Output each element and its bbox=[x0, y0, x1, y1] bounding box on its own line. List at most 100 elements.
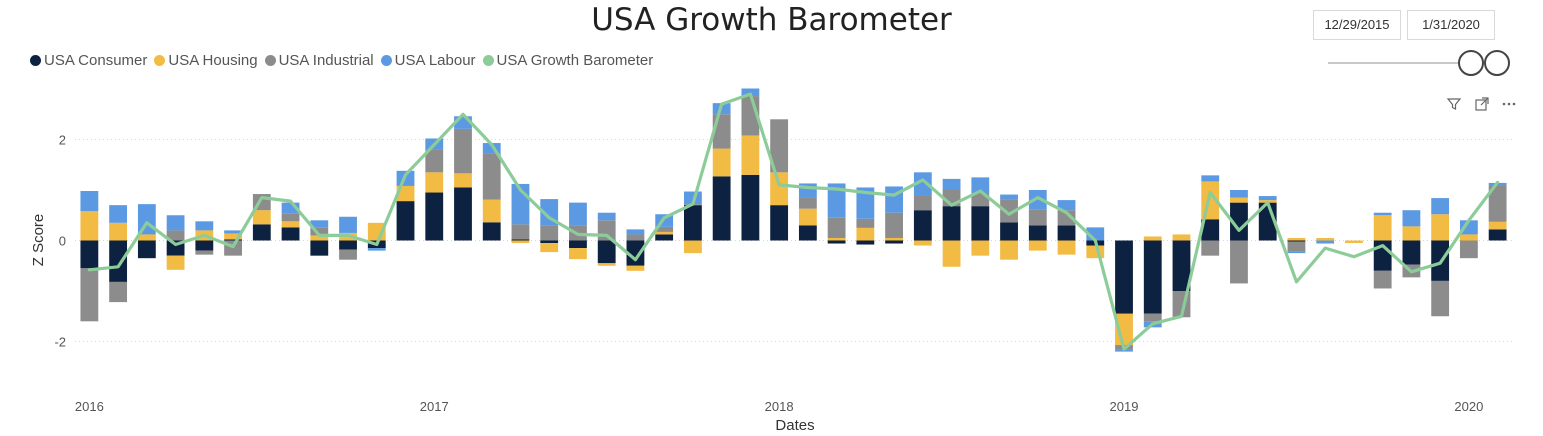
bar-segment bbox=[827, 183, 846, 218]
bar-segment bbox=[281, 227, 300, 241]
bar-segment bbox=[684, 191, 702, 205]
bar-segment bbox=[166, 230, 185, 241]
bar-segment bbox=[712, 176, 731, 241]
bar-segment bbox=[1287, 241, 1306, 252]
bar-segment bbox=[1230, 240, 1248, 284]
bar-segment bbox=[1201, 219, 1220, 241]
legend-label: USA Labour bbox=[394, 52, 476, 69]
bar-segment bbox=[569, 248, 587, 260]
bar-segment bbox=[511, 239, 530, 241]
bar-segment bbox=[597, 212, 616, 221]
bar-segment bbox=[1488, 229, 1507, 241]
bar-segment bbox=[166, 255, 185, 270]
bar-segment bbox=[482, 222, 501, 241]
bar-segment bbox=[913, 240, 932, 246]
bar-segment bbox=[540, 240, 559, 244]
legend-item[interactable]: USA Labour bbox=[380, 52, 476, 69]
bar-segment bbox=[770, 172, 789, 206]
bar-segment bbox=[339, 240, 357, 250]
bar-segment bbox=[741, 88, 760, 97]
bar-segment bbox=[885, 212, 903, 238]
bar-segment bbox=[511, 240, 530, 244]
x-tick-label: 2018 bbox=[765, 399, 794, 414]
x-tick-label: 2017 bbox=[420, 399, 449, 414]
bar-segment bbox=[971, 193, 990, 207]
legend-marker bbox=[380, 55, 392, 66]
x-tick-label: 2019 bbox=[1110, 399, 1139, 414]
bar-segment bbox=[1028, 190, 1047, 210]
bar-segment bbox=[1431, 198, 1450, 215]
bar-segment bbox=[1431, 214, 1450, 241]
bar-segment bbox=[1057, 225, 1076, 241]
bar-segment bbox=[626, 229, 645, 235]
bar-segment bbox=[109, 205, 128, 223]
end-date-input[interactable]: 1/31/2020 bbox=[1407, 10, 1495, 40]
legend-label: USA Industrial bbox=[278, 52, 374, 69]
bar-segment bbox=[224, 233, 242, 240]
bar-segment bbox=[798, 208, 817, 226]
bar-segment bbox=[1172, 240, 1191, 291]
bar-segment bbox=[195, 250, 214, 255]
chart-title: USA Growth Barometer bbox=[591, 2, 952, 38]
bar-segment bbox=[1373, 215, 1392, 241]
bar-segment bbox=[425, 172, 444, 193]
bar-segment bbox=[1488, 185, 1507, 222]
bar-segment bbox=[195, 221, 214, 231]
focus-mode-icon[interactable] bbox=[1474, 96, 1490, 112]
bar-segment bbox=[856, 227, 875, 241]
legend-item[interactable]: USA Housing bbox=[154, 52, 258, 69]
bar-segment bbox=[454, 187, 472, 241]
bar-segment bbox=[1316, 237, 1335, 241]
bar-segment bbox=[655, 231, 674, 235]
bar-segment bbox=[1143, 240, 1162, 314]
bar-segment bbox=[885, 237, 903, 241]
bar-segment bbox=[1431, 280, 1450, 317]
bar-segment bbox=[885, 240, 903, 244]
legend-item[interactable]: USA Consumer bbox=[30, 52, 147, 69]
bar-segment bbox=[454, 173, 472, 188]
bar-segment bbox=[1287, 240, 1306, 242]
bar-segment bbox=[856, 218, 875, 228]
bar-segment bbox=[339, 216, 357, 233]
bar-segment bbox=[971, 206, 990, 241]
bar-segment bbox=[569, 240, 587, 249]
bar-segment bbox=[454, 128, 472, 174]
growth-barometer-line bbox=[87, 92, 1500, 351]
bar-segment bbox=[913, 195, 932, 211]
slider-end-handle[interactable] bbox=[1484, 50, 1510, 76]
bar-segment bbox=[310, 220, 329, 228]
bar-segment bbox=[540, 243, 559, 253]
slider-start-handle[interactable] bbox=[1458, 50, 1484, 76]
bar-segment bbox=[511, 224, 530, 240]
bar-segment bbox=[425, 192, 444, 241]
bar-segment bbox=[712, 148, 731, 177]
bar-segment bbox=[80, 268, 99, 322]
bar-segment bbox=[942, 240, 961, 267]
bar-segment bbox=[1143, 313, 1162, 322]
bar-segment bbox=[1057, 240, 1076, 255]
bar-segment bbox=[1000, 222, 1018, 241]
date-range-slider-track[interactable] bbox=[1328, 62, 1478, 64]
bar-segment bbox=[80, 191, 99, 212]
bar-segment bbox=[252, 224, 271, 241]
bar-segment bbox=[856, 240, 875, 245]
bar-segment bbox=[137, 240, 156, 259]
bar-segment bbox=[626, 265, 645, 271]
bar-segment bbox=[339, 249, 357, 260]
bar-segment bbox=[109, 240, 128, 282]
bar-segment bbox=[626, 234, 645, 241]
more-options-icon[interactable] bbox=[1501, 96, 1517, 112]
bar-segment bbox=[281, 213, 300, 222]
bar-segment bbox=[655, 234, 674, 241]
legend-label: USA Growth Barometer bbox=[496, 52, 654, 69]
filter-icon[interactable] bbox=[1446, 96, 1462, 112]
bar-segment bbox=[482, 143, 501, 154]
bar-segment bbox=[1316, 240, 1335, 244]
legend-item[interactable]: USA Industrial bbox=[264, 52, 374, 69]
start-date-input[interactable]: 12/29/2015 bbox=[1313, 10, 1401, 40]
legend-item[interactable]: USA Growth Barometer bbox=[482, 52, 654, 69]
bar-segment bbox=[827, 240, 846, 244]
bar-segment bbox=[770, 205, 789, 241]
bar-segment bbox=[1373, 270, 1392, 289]
